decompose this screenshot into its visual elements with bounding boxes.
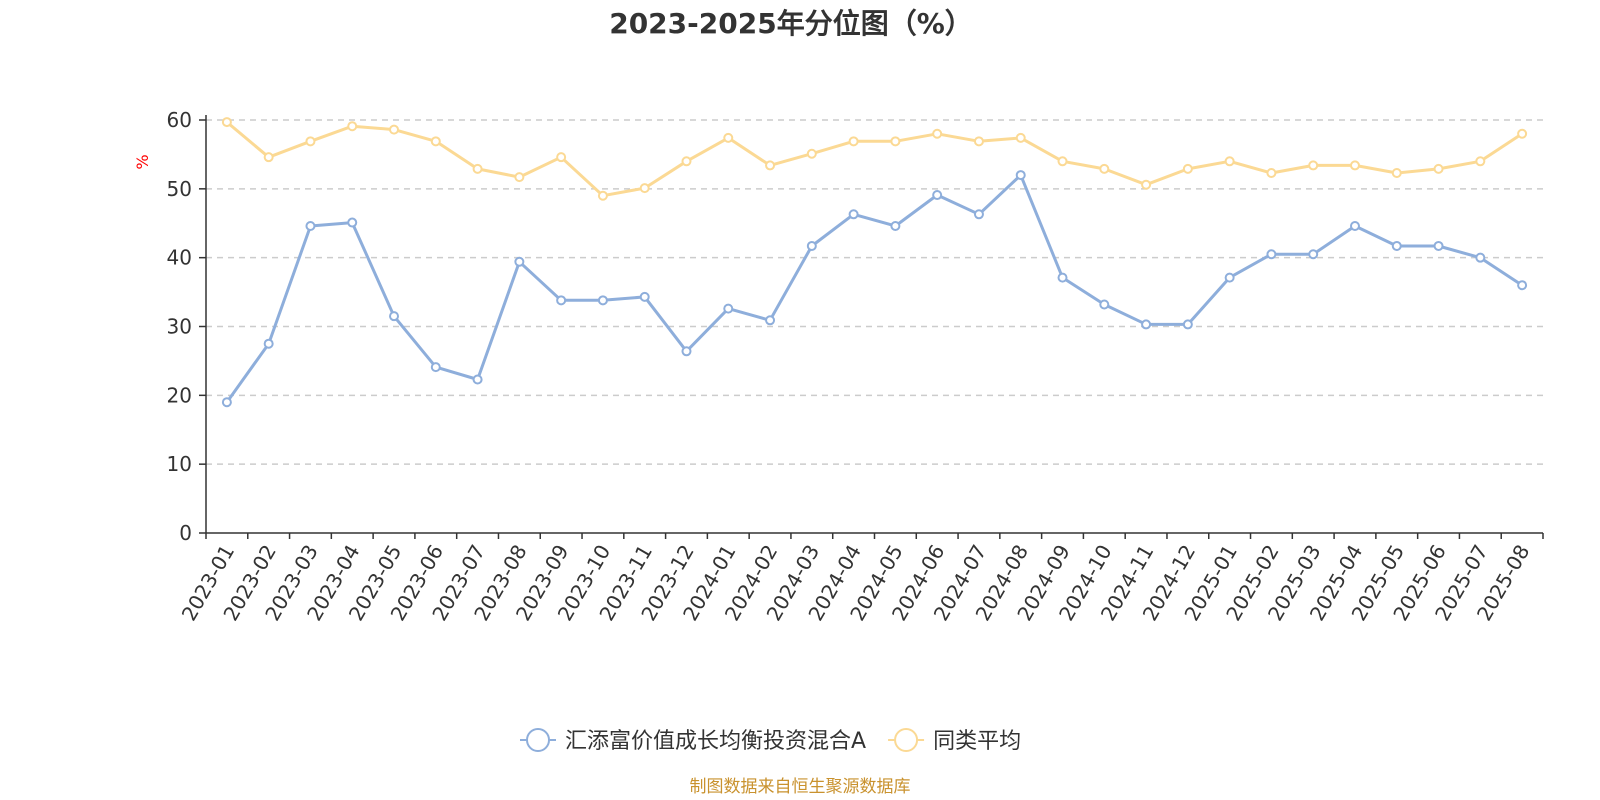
data-point: [639, 291, 650, 302]
data-point: [973, 136, 984, 147]
data-point: [973, 209, 984, 220]
data-point: [848, 136, 859, 147]
chart-title: 2023-2025年分位图（%）: [609, 7, 973, 40]
y-tick-label: 60: [167, 108, 192, 132]
data-point: [639, 183, 650, 194]
data-point: [681, 346, 692, 357]
legend-label: 同类平均: [933, 729, 1021, 754]
data-point: [806, 240, 817, 251]
axes: [199, 115, 1544, 539]
data-point: [1141, 179, 1152, 190]
y-tick-label: 20: [167, 383, 192, 407]
data-point: [1141, 319, 1152, 330]
data-point: [932, 128, 943, 139]
data-point: [1475, 156, 1486, 167]
data-point: [1182, 319, 1193, 330]
data-point: [1308, 160, 1319, 171]
data-point: [472, 163, 483, 174]
x-axis-ticks: 2023-012023-022023-032023-042023-052023-…: [177, 541, 1535, 625]
data-point: [1099, 163, 1110, 174]
data-point: [1517, 280, 1528, 291]
y-tick-label: 10: [167, 452, 192, 476]
data-point: [1433, 240, 1444, 251]
data-point: [1391, 168, 1402, 179]
legend-marker-0: [526, 728, 550, 752]
data-point: [514, 172, 525, 183]
data-point: [1057, 272, 1068, 283]
data-point: [347, 217, 358, 228]
data-point: [890, 221, 901, 232]
series-group: [221, 117, 1528, 408]
data-point: [765, 160, 776, 171]
data-point: [1308, 249, 1319, 260]
y-axis-unit: %: [133, 154, 152, 169]
data-point: [263, 338, 274, 349]
data-point: [1224, 272, 1235, 283]
data-point: [221, 397, 232, 408]
data-point: [305, 136, 316, 147]
data-point: [765, 315, 776, 326]
data-point: [1349, 160, 1360, 171]
data-point: [1475, 252, 1486, 263]
y-tick-label: 30: [167, 315, 192, 339]
data-point: [1057, 156, 1068, 167]
data-point: [305, 221, 316, 232]
data-source-note: 制图数据来自恒生聚源数据库: [690, 777, 911, 797]
data-point: [723, 303, 734, 314]
data-point: [472, 374, 483, 385]
data-point: [389, 124, 400, 135]
data-point: [430, 362, 441, 373]
legend-label: 汇添富价值成长均衡投资混合A: [565, 729, 866, 754]
data-point: [1349, 221, 1360, 232]
y-tick-label: 40: [167, 246, 192, 270]
data-point: [1015, 170, 1026, 181]
series-line-0: [225, 173, 1523, 404]
data-point: [347, 121, 358, 132]
y-tick-label: 0: [179, 521, 192, 545]
legend: 汇添富价值成长均衡投资混合A 同类平均: [520, 728, 1021, 754]
data-point: [1015, 132, 1026, 143]
gridlines: [206, 119, 1543, 465]
data-point: [597, 190, 608, 201]
data-point: [723, 132, 734, 143]
data-point: [1517, 128, 1528, 139]
data-point: [556, 152, 567, 163]
data-point: [890, 136, 901, 147]
data-point: [556, 295, 567, 306]
series-line-1: [225, 120, 1523, 198]
data-point: [1224, 156, 1235, 167]
data-point: [681, 156, 692, 167]
data-point: [1433, 163, 1444, 174]
data-point: [1099, 299, 1110, 310]
data-point: [848, 209, 859, 220]
y-axis-ticks: 0 10 20 30 40 50 60: [167, 108, 192, 545]
data-point: [1391, 240, 1402, 251]
data-point: [597, 295, 608, 306]
data-point: [389, 311, 400, 322]
data-point: [806, 148, 817, 159]
y-tick-label: 50: [167, 177, 192, 201]
data-point: [263, 152, 274, 163]
data-point: [514, 256, 525, 267]
data-point: [1266, 168, 1277, 179]
data-point: [430, 136, 441, 147]
legend-marker-1: [894, 728, 919, 752]
data-point: [1182, 163, 1193, 174]
data-point: [932, 190, 943, 201]
data-point: [221, 117, 232, 128]
data-point: [1266, 249, 1277, 260]
